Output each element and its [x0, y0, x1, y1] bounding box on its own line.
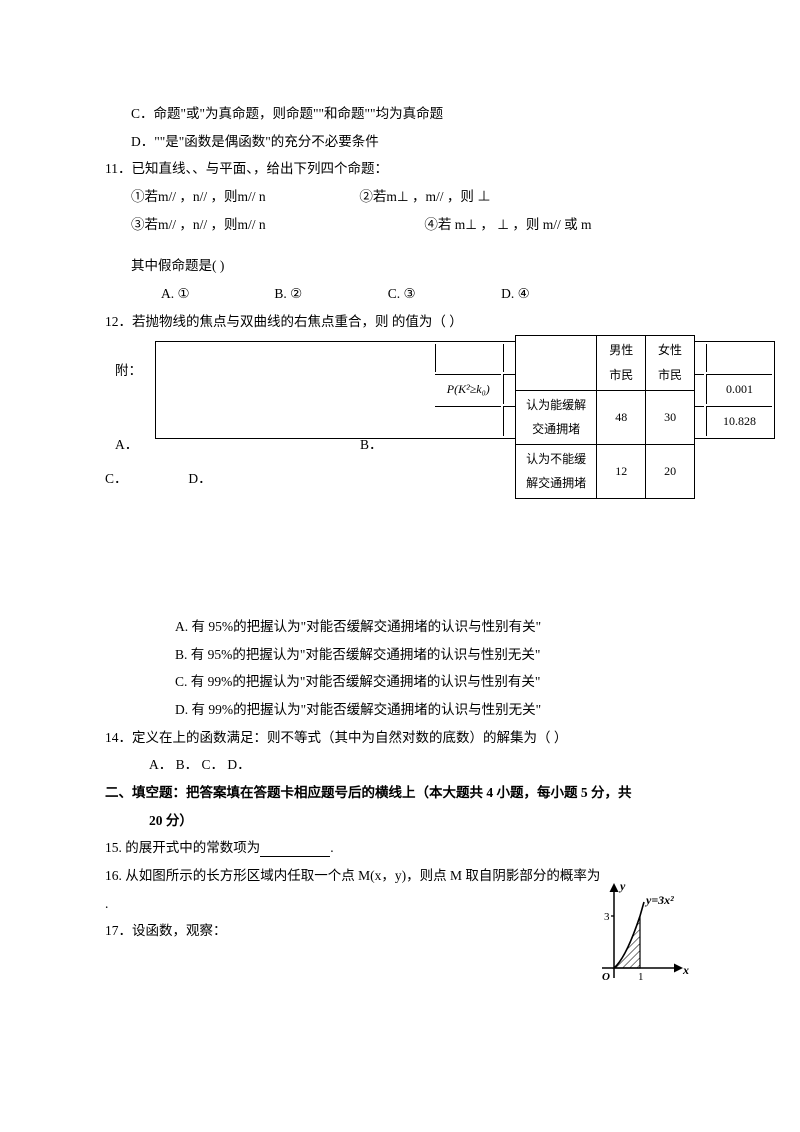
q12-C: C． — [105, 465, 185, 493]
graph-x-label: x — [682, 963, 689, 977]
q11-line2: ③若m// ，n// ，则m// n ④若 m⊥ ， ⊥ ，则 m// 或 m — [105, 211, 695, 239]
sv-r2c0: 认为不能缓解交通拥堵 — [516, 444, 597, 498]
sv-r1c1: 48 — [597, 390, 646, 444]
sv-h1: 男性市民 — [597, 336, 646, 390]
pk-r4: 10.828 — [706, 406, 772, 436]
q15-stem: 15. 的展开式中的常数项为. — [105, 834, 695, 862]
q11-p1: ①若m// ，n// ，则m// n — [131, 183, 356, 211]
parabola-graph: 3 1 O x y y=3x² — [590, 880, 690, 985]
section2-head2: 20 分） — [105, 807, 695, 835]
q12-fu: 附： — [115, 357, 142, 385]
q12-stem: 12．若抛物线的焦点与双曲线的右焦点重合，则 的值为（ ） — [105, 308, 695, 336]
q12-A: A． — [115, 431, 138, 459]
q11-p3: ③若m// ，n// ，则m// n — [131, 211, 421, 239]
q11-C: C. ③ — [388, 280, 498, 308]
sv-r1c2: 30 — [646, 390, 695, 444]
q11-stem: 11．已知直线、、与平面、，给出下列四个命题： — [105, 155, 695, 183]
sv-r2c2: 20 — [646, 444, 695, 498]
survey-table: 男性市民 女性市民 认为能缓解交通拥堵 48 30 认为不能缓解交通拥堵 12 … — [515, 335, 695, 499]
q11-p4: ④若 m⊥ ， ⊥ ，则 m// 或 m — [424, 217, 591, 232]
q11-p2: ②若m⊥ ，m// ，则 ⊥ — [359, 189, 490, 204]
q14-opts: A． B． C． D． — [105, 751, 695, 779]
section2-head: 二、填空题：把答案填在答题卡相应题号后的横线上（本大题共 4 小题，每小题 5 … — [105, 779, 695, 807]
q11-A: A. ① — [161, 280, 271, 308]
q15-blank — [260, 842, 330, 857]
sv-h2: 女性市民 — [646, 336, 695, 390]
q12-D: D． — [188, 471, 211, 486]
q13-A: A. 有 95%的把握认为"对能否缓解交通拥堵的认识与性别有关" — [105, 613, 695, 641]
q10-option-c: C．命题"或"为真命题，则命题""和命题""均为真命题 — [105, 100, 695, 128]
q13-C: C. 有 99%的把握认为"对能否缓解交通拥堵的认识与性别有关" — [105, 668, 695, 696]
q13-D: D. 有 99%的把握认为"对能否缓解交通拥堵的认识与性别无关" — [105, 696, 695, 724]
q15-a: 15. 的展开式中的常数项为 — [105, 840, 260, 855]
q11-ask: 其中假命题是( ) — [105, 252, 695, 280]
pk-h0: P(K²≥k₀) — [435, 374, 501, 404]
graph-origin: O — [602, 971, 610, 983]
sv-r2c1: 12 — [597, 444, 646, 498]
graph-curve-label: y=3x² — [644, 893, 674, 907]
q15-b: . — [330, 840, 333, 855]
graph-y-tick: 3 — [604, 911, 610, 923]
q13-B: B. 有 95%的把握认为"对能否缓解交通拥堵的认识与性别无关" — [105, 641, 695, 669]
graph-y-label: y — [618, 880, 626, 893]
pk-h4: 0.001 — [706, 374, 772, 404]
q14-stem: 14．定义在上的函数满足：则不等式（其中为自然对数的底数）的解集为（ ） — [105, 724, 695, 752]
q11-options: A. ① B. ② C. ③ D. ④ — [105, 280, 695, 308]
q10-option-d: D．""是"函数是偶函数"的充分不必要条件 — [105, 128, 695, 156]
sv-r1c0: 认为能缓解交通拥堵 — [516, 390, 597, 444]
sv-h0 — [516, 336, 597, 390]
q11-D: D. ④ — [501, 280, 611, 308]
q12-tables: 附： A． B． P(K²≥k₀) 0.05 0.010 0.005 0.001… — [105, 335, 695, 465]
q11-line1: ①若m// ，n// ，则m// n ②若m⊥ ，m// ，则 ⊥ — [105, 183, 695, 211]
graph-x-tick: 1 — [638, 971, 644, 983]
pk-r0 — [435, 406, 501, 436]
q11-B: B. ② — [274, 280, 384, 308]
